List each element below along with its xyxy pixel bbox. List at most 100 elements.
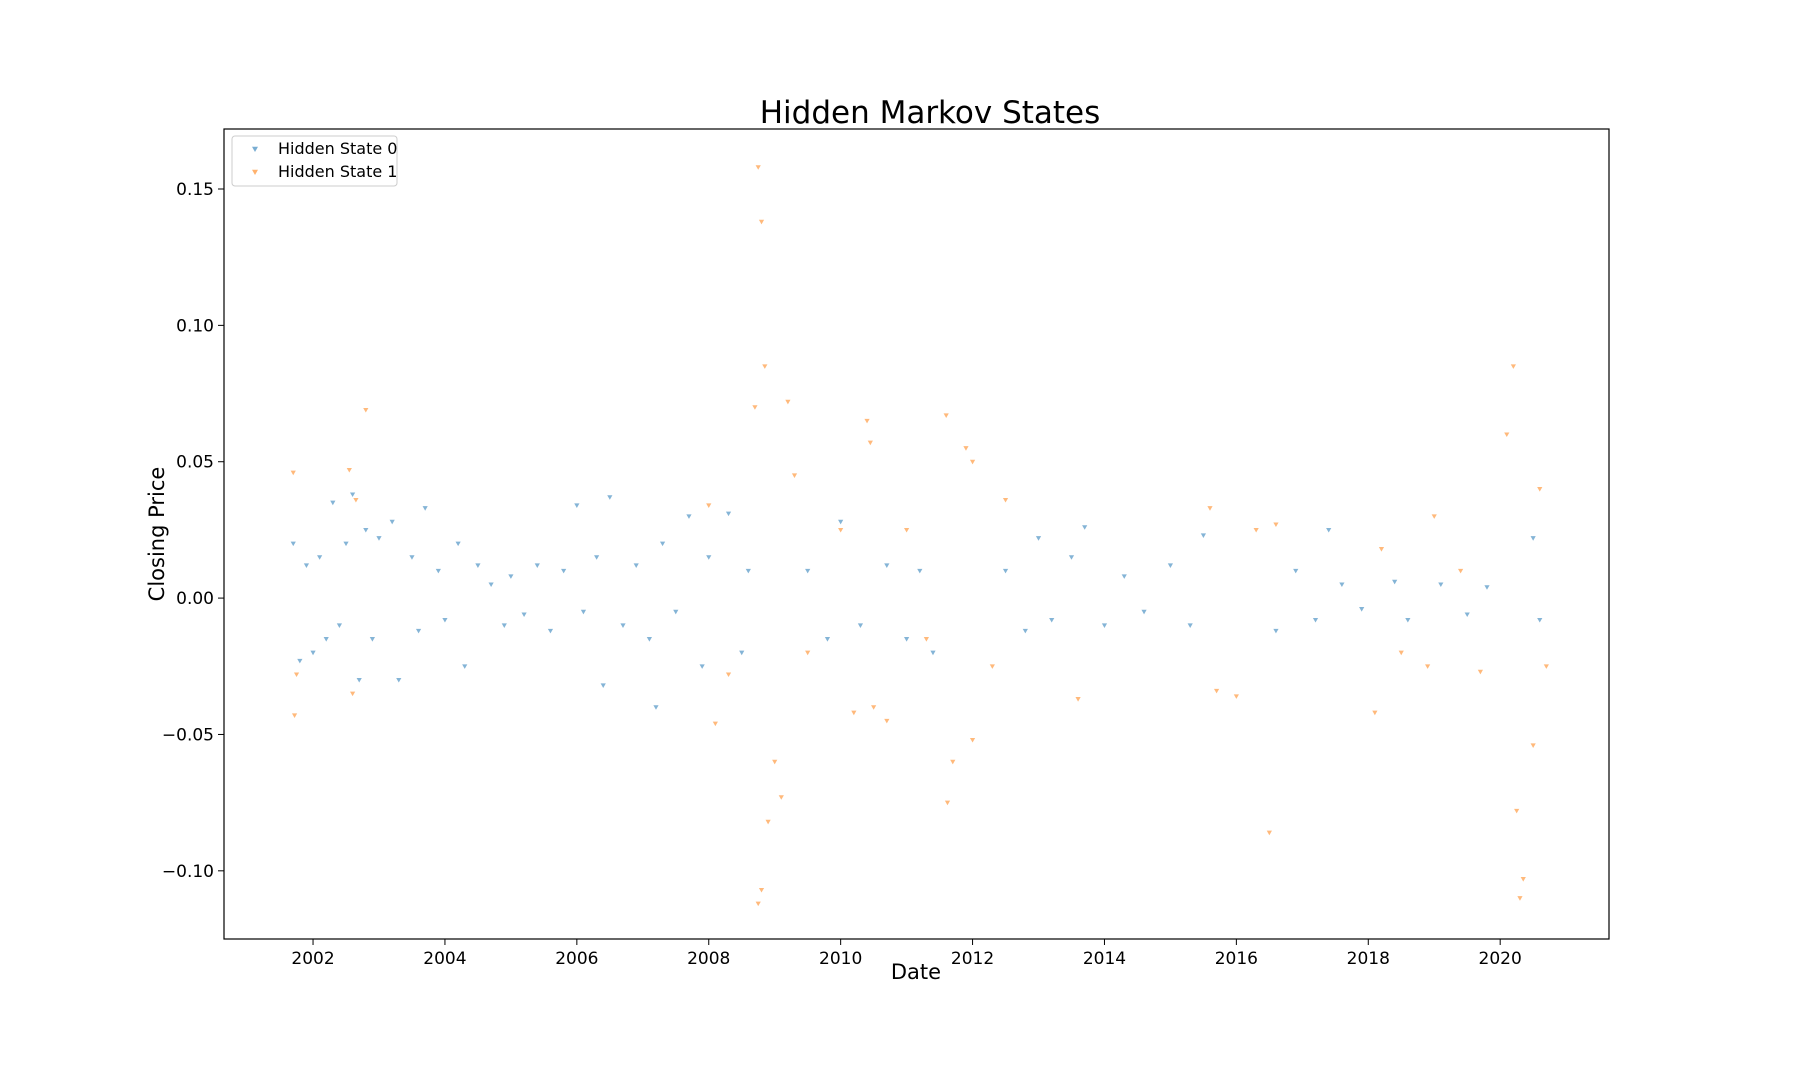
point-state-1 (867, 440, 873, 446)
point-state-1 (943, 413, 949, 418)
point-state-0 (363, 527, 369, 533)
point-state-1 (762, 364, 768, 369)
y-axis-label: Closing Price (145, 467, 169, 602)
point-state-1 (1425, 664, 1431, 669)
point-state-1 (923, 637, 929, 642)
point-state-0 (303, 563, 310, 568)
point-state-0 (633, 563, 639, 568)
point-state-0 (1101, 623, 1108, 628)
point-state-0 (1273, 628, 1279, 634)
point-state-1 (805, 650, 811, 656)
point-state-0 (884, 563, 890, 568)
point-state-0 (857, 623, 864, 628)
point-state-0 (409, 555, 415, 560)
y-tick-label: −0.05 (162, 725, 214, 745)
point-state-0 (1326, 527, 1332, 533)
legend-marker-state-1 (252, 169, 258, 175)
point-state-0 (1438, 582, 1444, 588)
point-state-0 (1121, 574, 1127, 579)
point-state-1 (1372, 710, 1378, 716)
point-state-1 (1273, 522, 1279, 528)
point-state-0 (521, 612, 527, 618)
point-state-0 (725, 511, 732, 517)
point-state-0 (330, 500, 336, 506)
x-tick-label: 2018 (1347, 949, 1390, 969)
point-state-0 (1484, 585, 1490, 590)
point-state-1 (1431, 514, 1437, 519)
point-state-1 (944, 800, 951, 806)
point-state-0 (310, 650, 316, 656)
point-state-1 (1207, 506, 1213, 511)
point-state-0 (323, 637, 329, 642)
y-tick-label: −0.10 (162, 862, 214, 882)
point-state-0 (356, 677, 362, 683)
legend-marker-state-0 (252, 146, 258, 152)
x-tick-label: 2010 (819, 949, 862, 969)
y-tick-label: 0.15 (176, 180, 214, 200)
point-state-0 (739, 650, 745, 656)
point-state-1 (963, 446, 969, 451)
point-state-0 (607, 495, 613, 500)
point-state-0 (824, 637, 831, 642)
point-state-1 (1253, 527, 1259, 533)
x-tick-label: 2004 (423, 949, 466, 969)
point-state-0 (580, 609, 587, 615)
x-tick-label: 2006 (555, 949, 598, 969)
chart-title: Hidden Markov States (760, 95, 1101, 131)
point-state-0 (475, 563, 481, 568)
point-state-0 (699, 664, 705, 669)
point-state-0 (297, 658, 303, 664)
point-state-1 (755, 165, 761, 170)
x-tick-label: 2012 (951, 949, 994, 969)
data-points (290, 165, 1549, 907)
point-state-0 (838, 519, 844, 525)
x-axis: 2002 2004 2006 2008 2010 2012 2014 2016 2018 2020 (291, 939, 1522, 969)
point-state-0 (653, 705, 659, 710)
point-state-1 (1543, 664, 1549, 669)
point-state-0 (1339, 582, 1345, 588)
point-state-0 (646, 637, 652, 642)
point-state-1 (838, 527, 844, 533)
point-state-1 (755, 901, 761, 907)
point-state-1 (1477, 669, 1483, 675)
point-state-0 (1022, 628, 1028, 634)
point-state-0 (1167, 563, 1174, 568)
point-state-0 (1293, 568, 1299, 574)
y-tick-label: 0.10 (176, 316, 214, 336)
series-state-1 (290, 165, 1549, 907)
point-state-1 (772, 759, 778, 765)
point-state-1 (778, 795, 784, 800)
point-state-0 (686, 514, 692, 519)
y-tick-label: 0.05 (176, 453, 214, 473)
point-state-0 (1141, 609, 1147, 615)
point-state-0 (1392, 579, 1398, 585)
point-state-0 (290, 541, 296, 547)
point-state-0 (917, 568, 923, 574)
legend-label-state-1: Hidden State 1 (278, 162, 397, 181)
point-state-0 (547, 628, 554, 634)
point-state-0 (594, 555, 600, 560)
point-state-0 (561, 568, 567, 574)
point-state-1 (346, 467, 352, 473)
point-state-1 (950, 759, 956, 765)
point-state-0 (462, 664, 468, 669)
point-state-0 (1312, 617, 1319, 623)
point-state-1 (1378, 547, 1385, 552)
point-state-0 (488, 582, 494, 588)
point-state-1 (1520, 877, 1526, 882)
point-state-0 (1049, 617, 1055, 623)
point-state-0 (1359, 607, 1365, 612)
point-state-1 (1213, 688, 1220, 694)
point-state-0 (534, 563, 540, 568)
point-state-0 (376, 536, 382, 541)
x-axis-label: Date (891, 960, 941, 984)
point-state-1 (1510, 364, 1516, 369)
point-state-1 (969, 459, 976, 465)
point-state-0 (659, 541, 666, 547)
point-state-0 (1405, 617, 1411, 623)
point-state-0 (389, 519, 395, 525)
point-state-1 (353, 497, 359, 503)
x-tick-label: 2002 (291, 949, 334, 969)
point-state-0 (904, 637, 910, 642)
